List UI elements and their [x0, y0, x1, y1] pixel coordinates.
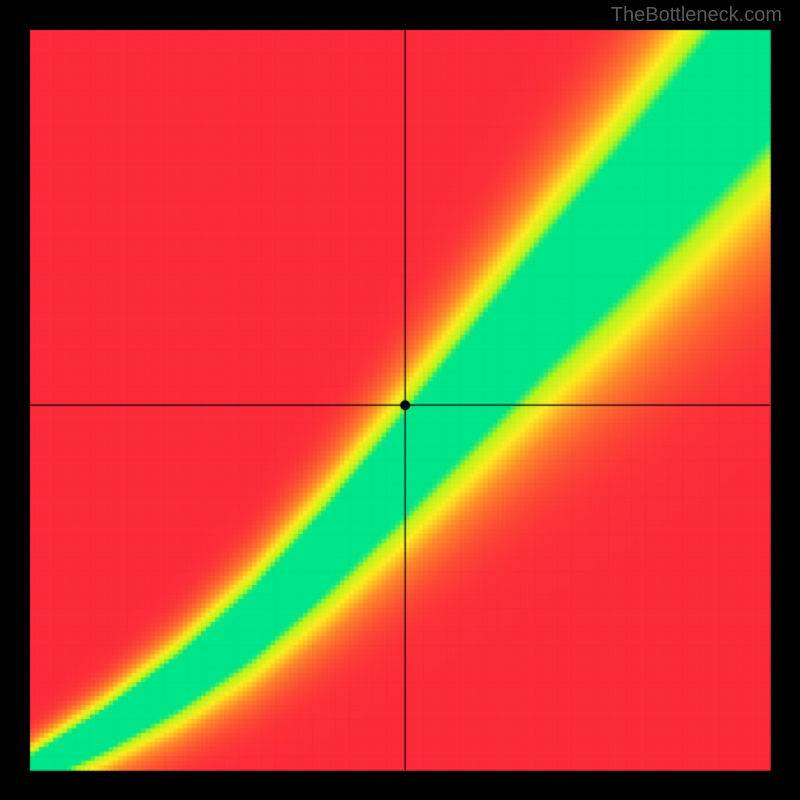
bottleneck-heatmap — [0, 0, 800, 800]
attribution-text: TheBottleneck.com — [611, 4, 782, 27]
chart-container: TheBottleneck.com — [0, 0, 800, 800]
